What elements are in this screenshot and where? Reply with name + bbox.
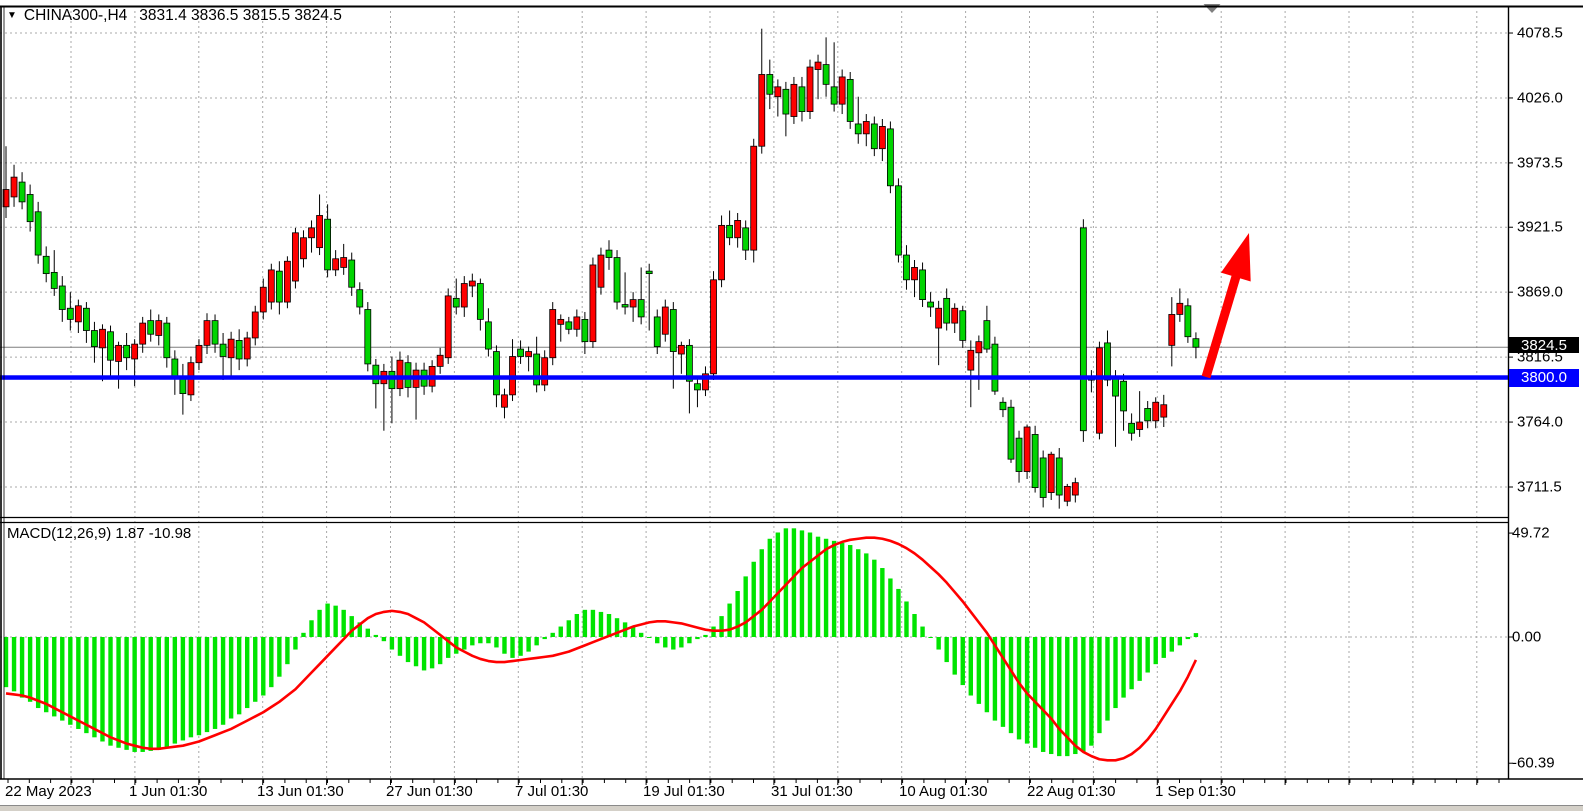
price-tick-label: 3764.0 — [1517, 413, 1563, 431]
time-tick-label: 27 Jun 01:30 — [386, 783, 473, 800]
grid-lines — [0, 11, 1508, 779]
price-tick-label: 3921.5 — [1517, 218, 1563, 236]
time-tick-label: 22 Aug 01:30 — [1027, 783, 1116, 800]
scroll-end-marker-icon[interactable] — [1203, 4, 1221, 13]
support-level-badge: 3800.0 — [1509, 368, 1579, 387]
macd-tick-label: 0.00 — [1512, 628, 1542, 646]
time-tick-label: 10 Aug 01:30 — [899, 783, 988, 800]
candlestick-series — [2, 28, 1200, 509]
buy-arrow[interactable] — [1201, 233, 1251, 379]
macd-tick-label: -60.39 — [1512, 754, 1555, 772]
bid-price-badge: 3824.5 — [1509, 337, 1579, 354]
time-tick-label: 1 Jun 01:30 — [129, 783, 208, 800]
macd-tick-label: 49.72 — [1512, 524, 1550, 542]
symbol-period-label: CHINA300-,H4 — [23, 7, 128, 24]
support-horizontal-line[interactable] — [0, 375, 1508, 380]
price-tick-label: 4078.5 — [1517, 24, 1563, 42]
time-tick-label: 19 Jul 01:30 — [643, 783, 725, 800]
ohlc-values: 3831.4 3836.5 3815.5 3824.5 — [139, 7, 342, 24]
price-tick-label: 3973.5 — [1517, 154, 1563, 172]
time-tick-label: 22 May 2023 — [5, 783, 92, 800]
chart-title: ▼ CHINA300-,H4 3831.4 3836.5 3815.5 3824… — [7, 7, 342, 25]
time-tick-label: 13 Jun 01:30 — [257, 783, 344, 800]
time-tick-label: 31 Jul 01:30 — [771, 783, 853, 800]
time-tick-label: 7 Jul 01:30 — [515, 783, 589, 800]
price-tick-label: 4026.0 — [1517, 89, 1563, 107]
price-tick-label: 3711.5 — [1517, 478, 1562, 496]
frame-borders — [0, 5, 1583, 780]
macd-signal-line — [5, 536, 1198, 762]
macd-indicator-label: MACD(12,26,9) 1.87 -10.98 — [7, 525, 192, 542]
collapse-triangle-icon[interactable]: ▼ — [7, 10, 17, 21]
time-tick-label: 1 Sep 01:30 — [1155, 783, 1236, 800]
axis-ticks — [7, 32, 1513, 785]
macd-histogram — [3, 528, 1199, 757]
window-bottom-edge — [0, 805, 1583, 811]
price-tick-label: 3869.0 — [1517, 283, 1563, 301]
